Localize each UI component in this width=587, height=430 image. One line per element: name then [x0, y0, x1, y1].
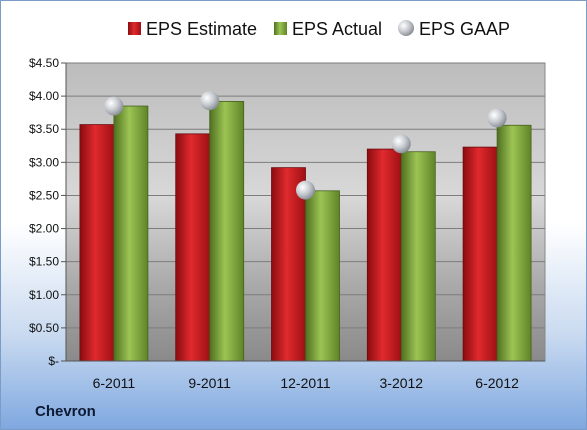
- marker-eps-gaap: [296, 180, 315, 200]
- bar-eps-estimate: [79, 124, 115, 362]
- company-name: Chevron: [35, 403, 96, 420]
- bar-eps-actual: [209, 101, 245, 362]
- marker-eps-gaap: [200, 91, 220, 111]
- y-axis: $- $0.50 $1.00 $1.50 $2.00 $2.50 $3.00 $3.50 $4.…: [29, 56, 67, 368]
- y-tick-label: $1.00: [29, 288, 59, 302]
- legend-swatch-estimate: [128, 22, 141, 35]
- y-tick-label: $1.50: [29, 255, 59, 269]
- legend-label-actual: EPS Actual: [292, 19, 382, 39]
- y-tick-label: $0.50: [29, 321, 59, 335]
- x-axis: 6-2011 9-2011 12-2011 3-2012 6-2012: [66, 360, 545, 391]
- x-tick-label: 12-2011: [280, 375, 331, 391]
- y-tick-label: $3.00: [29, 155, 59, 169]
- gaap-markers: [104, 91, 507, 200]
- y-tick-label: $4.00: [29, 89, 59, 103]
- bar-eps-actual: [113, 105, 149, 362]
- y-tick-label: $-: [48, 354, 59, 368]
- legend-item-actual: EPS Actual: [274, 19, 382, 39]
- y-tick-label: $2.00: [29, 222, 59, 236]
- y-tick-label: $3.50: [29, 122, 59, 136]
- legend-item-gaap: EPS GAAP: [398, 19, 510, 39]
- x-tick-label: 6-2012: [475, 375, 519, 391]
- bar-eps-estimate: [175, 133, 211, 362]
- legend-item-estimate: EPS Estimate: [128, 19, 257, 39]
- legend-label-gaap: EPS GAAP: [419, 19, 510, 39]
- marker-eps-gaap: [104, 96, 124, 116]
- legend-marker-gaap: [398, 20, 414, 36]
- bar-eps-actual: [305, 190, 340, 362]
- x-tick-label: 6-2011: [93, 375, 136, 391]
- legend: EPS Estimate EPS Actual EPS GAAP: [128, 19, 510, 39]
- legend-label-estimate: EPS Estimate: [146, 19, 257, 39]
- marker-eps-gaap: [487, 108, 507, 128]
- legend-swatch-actual: [274, 22, 287, 35]
- x-tick-label: 3-2012: [380, 375, 424, 391]
- bar-eps-actual: [496, 124, 532, 362]
- y-tick-label: $4.50: [29, 56, 59, 70]
- y-tick-label: $2.50: [29, 188, 59, 202]
- x-tick-label: 9-2011: [188, 375, 231, 391]
- bar-eps-estimate: [366, 148, 402, 362]
- bar-eps-estimate: [462, 146, 498, 362]
- bars: [79, 101, 532, 362]
- marker-eps-gaap: [391, 134, 411, 154]
- bar-eps-actual: [400, 151, 436, 362]
